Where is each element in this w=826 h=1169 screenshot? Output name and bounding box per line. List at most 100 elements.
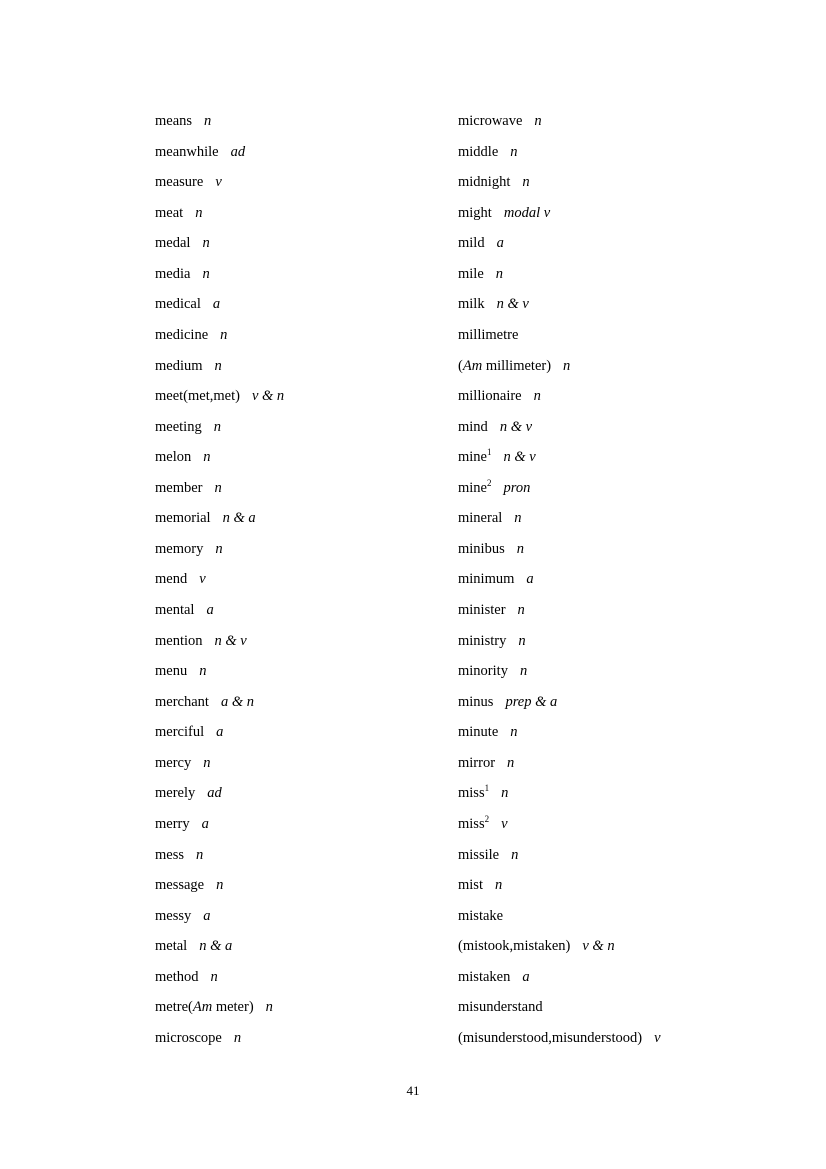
word-text: mention xyxy=(155,632,203,649)
word-text: midnight xyxy=(458,174,511,191)
pos-tag: a xyxy=(203,907,211,924)
word-entry: midnight n xyxy=(458,167,661,198)
word-text: (mistook,mistaken) xyxy=(458,938,571,955)
word-entry: missile n xyxy=(458,840,661,871)
pos-tag: n xyxy=(510,143,518,160)
word-entry: melon n xyxy=(155,442,284,473)
word-entry: metal n & a xyxy=(155,931,284,962)
word-entry: (misunderstood,misunderstood) v xyxy=(458,1023,661,1054)
word-entry: merchant a & n xyxy=(155,687,284,718)
word-entry: method n xyxy=(155,962,284,993)
pos-tag: n xyxy=(510,724,518,741)
pos-tag: n xyxy=(534,113,542,129)
pos-tag: n xyxy=(511,846,519,863)
pos-tag: v xyxy=(199,571,206,588)
pos-tag: n & a xyxy=(222,510,256,527)
word-text: mistake xyxy=(458,907,504,924)
word-entry: mist n xyxy=(458,870,661,901)
word-text: minimum xyxy=(458,571,515,588)
word-text: (misunderstood,misunderstood) xyxy=(458,1029,643,1046)
word-text: mine2 xyxy=(458,477,492,496)
word-entry: millionaire n xyxy=(458,381,661,412)
word-entry: minute n xyxy=(458,717,661,748)
word-text: microwave xyxy=(458,113,523,129)
word-entry: menu n xyxy=(155,656,284,687)
word-text: medium xyxy=(155,357,203,374)
word-entry: (Am millimeter) n xyxy=(458,351,661,382)
word-entry: (mistook,mistaken) v & n xyxy=(458,931,661,962)
word-entry: meet(met,met) v & n xyxy=(155,381,284,412)
pos-tag: n xyxy=(213,418,221,435)
pos-tag: n & v xyxy=(499,418,533,435)
word-entry: mental a xyxy=(155,595,284,626)
word-text: mine1 xyxy=(458,447,492,466)
word-text: minus xyxy=(458,693,494,710)
word-text: memory xyxy=(155,540,204,557)
word-text: minute xyxy=(458,724,499,741)
word-text: merciful xyxy=(155,724,205,741)
word-entry: medical a xyxy=(155,289,284,320)
word-entry: meat n xyxy=(155,198,284,229)
word-entry: metre(Am meter) n xyxy=(155,992,284,1023)
word-entry: means n xyxy=(155,106,284,137)
word-text: menu xyxy=(155,663,188,680)
word-text: meet(met,met) xyxy=(155,388,240,405)
pos-tag: n xyxy=(517,602,525,618)
word-text: meat xyxy=(155,204,184,221)
word-entry: mend v xyxy=(155,564,284,595)
word-text: merry xyxy=(155,815,190,832)
pos-tag: a xyxy=(216,724,224,741)
word-entry: ministry n xyxy=(458,626,661,657)
word-text: ministry xyxy=(458,632,507,649)
word-entry: millimetre xyxy=(458,320,661,351)
pos-tag: n xyxy=(519,663,528,680)
pos-tag: a xyxy=(496,235,504,252)
word-text: miss2 xyxy=(458,814,490,832)
word-entry: miss1 n xyxy=(458,778,661,809)
word-text: member xyxy=(155,479,203,496)
word-text: (Am millimeter) xyxy=(458,357,552,374)
word-entry: mine1 n & v xyxy=(458,442,661,473)
word-entry: microwave n xyxy=(458,106,661,137)
word-entry: medal n xyxy=(155,228,284,259)
pos-tag: n xyxy=(203,754,211,771)
word-text: medal xyxy=(155,235,191,252)
word-entry: mild a xyxy=(458,228,661,259)
word-list-left-column: means n meanwhile ad measure v meat n medal n medi… xyxy=(155,106,284,1053)
pos-tag: n xyxy=(516,540,524,557)
pos-tag: n xyxy=(514,510,522,527)
word-entry: minibus n xyxy=(458,534,661,565)
word-entry: memory n xyxy=(155,534,284,565)
word-text: might xyxy=(458,204,492,221)
word-text: mist xyxy=(458,877,483,894)
pos-tag: n xyxy=(233,1029,242,1046)
word-text: misunderstand xyxy=(458,999,543,1016)
word-text: medicine xyxy=(155,326,209,343)
pos-tag: n & a xyxy=(199,938,233,955)
word-entry: middle n xyxy=(458,137,661,168)
word-entry: mile n xyxy=(458,259,661,290)
pos-tag: n & v xyxy=(503,449,536,466)
word-text: method xyxy=(155,968,199,985)
pos-tag: ad xyxy=(230,143,246,160)
word-entry: mess n xyxy=(155,840,284,871)
word-text: microscope xyxy=(155,1029,222,1046)
word-entry: medium n xyxy=(155,351,284,382)
pos-tag: n xyxy=(202,265,210,282)
word-text: messy xyxy=(155,907,192,924)
pos-tag: n xyxy=(199,663,207,680)
pos-tag: n xyxy=(501,785,509,802)
word-entry: meanwhile ad xyxy=(155,137,284,168)
word-entry: mineral n xyxy=(458,503,661,534)
word-list-right-column: microwave n middle n midnight n might modal v mi… xyxy=(458,106,661,1053)
word-entry: might modal v xyxy=(458,198,661,229)
word-text: mile xyxy=(458,265,484,282)
word-entry: minority n xyxy=(458,656,661,687)
pos-tag: n xyxy=(522,174,530,191)
word-entry: message n xyxy=(155,870,284,901)
word-text: merely xyxy=(155,785,196,802)
word-text: memorial xyxy=(155,510,211,527)
pos-tag: v & n xyxy=(251,388,285,405)
word-text: mirror xyxy=(458,754,496,771)
word-text: mild xyxy=(458,235,485,252)
